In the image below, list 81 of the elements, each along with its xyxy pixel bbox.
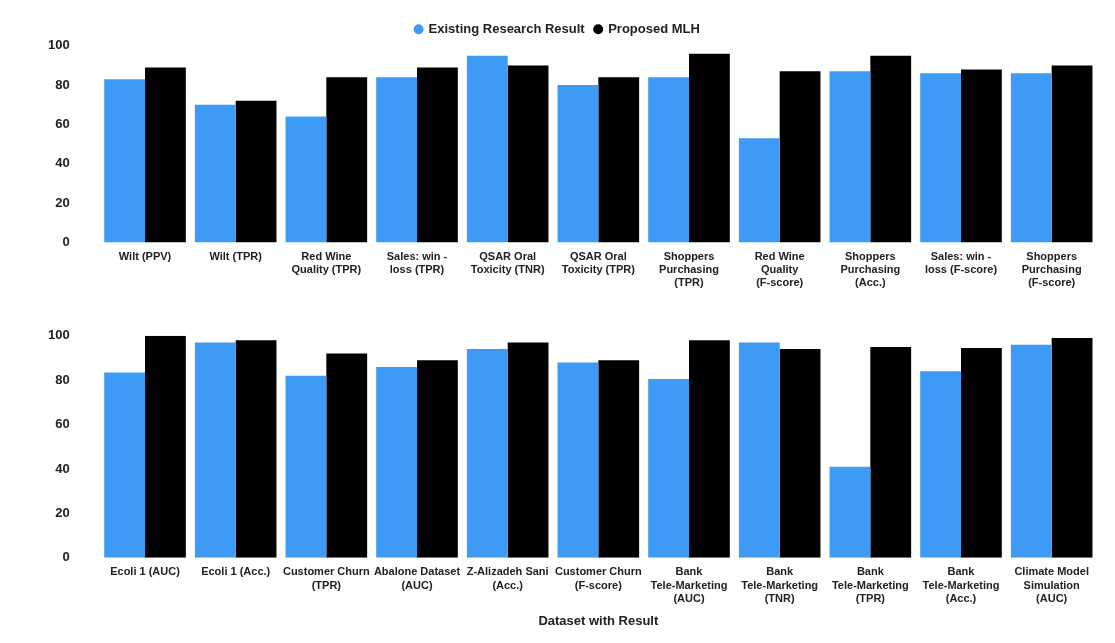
bar xyxy=(145,335,186,558)
bar xyxy=(235,100,277,243)
y-tick-label: 40 xyxy=(55,460,70,476)
x-tick-label: Wilt (TPR) xyxy=(209,250,263,263)
bar xyxy=(961,348,1002,558)
x-tick-label: Wilt (PPV) xyxy=(118,250,172,263)
bar xyxy=(870,55,912,243)
x-tick-label: Red Wine Quality (TPR) xyxy=(291,250,362,276)
bar xyxy=(870,346,912,558)
x-tick-label: Sales: win - loss (F-score) xyxy=(924,250,998,276)
bar xyxy=(466,349,508,558)
x-axis-title: Dataset with Result xyxy=(538,612,659,628)
y-tick-label: 60 xyxy=(55,416,70,432)
bar xyxy=(557,85,599,243)
x-tick-label: Shoppers Purchasing (Acc.) xyxy=(840,250,901,289)
x-tick-label: Climate Model Simulation (AUC) xyxy=(1014,565,1089,604)
bar xyxy=(779,71,821,243)
y-tick-label: 20 xyxy=(55,504,70,520)
bar xyxy=(194,104,236,243)
bar xyxy=(145,67,186,243)
bar xyxy=(194,342,236,558)
y-tick-label: 40 xyxy=(55,155,70,171)
x-tick-label: Red Wine Quality (F-score) xyxy=(754,250,805,289)
bar xyxy=(326,77,368,243)
x-tick-label: Bank Tele-Marketing (AUC) xyxy=(650,565,728,604)
bar xyxy=(376,77,418,243)
bar xyxy=(598,77,640,243)
x-tick-label: Sales: win - loss (TPR) xyxy=(386,250,448,276)
bar xyxy=(285,375,327,558)
bar xyxy=(689,340,730,558)
bar xyxy=(648,379,690,558)
bar xyxy=(920,73,961,243)
x-tick-label: Abalone Dataset (AUC) xyxy=(373,565,461,591)
y-tick-label: 100 xyxy=(47,327,70,343)
bar xyxy=(417,360,458,558)
x-tick-label: Customer Churn (TPR) xyxy=(282,565,371,591)
y-tick-label: 80 xyxy=(55,371,70,387)
y-tick-label: 80 xyxy=(55,76,70,92)
x-tick-label: Shoppers Purchasing (F-score) xyxy=(1021,250,1082,289)
x-tick-label: Z-Alizadeh Sani (Acc.) xyxy=(466,565,549,591)
bar xyxy=(1010,344,1052,558)
bar xyxy=(104,372,146,558)
bar xyxy=(738,342,780,558)
bar xyxy=(507,65,549,243)
bar xyxy=(235,340,277,558)
bar xyxy=(1051,65,1093,243)
bar xyxy=(829,71,871,243)
legend-label: Existing Research Result xyxy=(428,20,586,36)
bar xyxy=(326,353,368,558)
x-tick-label: QSAR Oral Toxicity (TPR) xyxy=(561,250,636,276)
bar xyxy=(689,53,730,243)
x-tick-label: Ecoli 1 (Acc.) xyxy=(201,565,271,578)
bar xyxy=(104,79,146,243)
y-tick-label: 0 xyxy=(62,233,70,249)
x-tick-label: Bank Tele-Marketing (Acc.) xyxy=(922,565,1000,604)
bar xyxy=(829,466,871,558)
bar xyxy=(598,360,640,558)
bar xyxy=(961,69,1002,243)
legend-label: Proposed MLH xyxy=(608,20,700,36)
x-tick-label: Customer Churn (F-score) xyxy=(554,565,643,591)
x-tick-label: Ecoli 1 (AUC) xyxy=(110,565,181,578)
bar xyxy=(738,138,780,243)
bar xyxy=(557,362,599,558)
bar xyxy=(507,342,549,558)
y-tick-label: 0 xyxy=(62,549,70,565)
bar xyxy=(376,366,418,558)
x-tick-label: Bank Tele-Marketing (TPR) xyxy=(831,565,909,604)
bar xyxy=(1051,338,1093,558)
x-tick-label: QSAR Oral Toxicity (TNR) xyxy=(470,250,545,276)
y-tick-label: 60 xyxy=(55,116,70,132)
x-tick-label: Bank Tele-Marketing (TNR) xyxy=(741,565,819,604)
bar xyxy=(417,67,458,243)
bar xyxy=(920,371,961,558)
x-tick-label: Shoppers Purchasing (TPR) xyxy=(659,250,719,289)
bar xyxy=(779,349,821,558)
y-tick-label: 100 xyxy=(47,37,70,53)
bar xyxy=(648,77,690,243)
bar xyxy=(285,116,327,243)
bar xyxy=(466,55,508,243)
y-tick-label: 20 xyxy=(55,194,70,210)
bar xyxy=(1010,73,1052,243)
